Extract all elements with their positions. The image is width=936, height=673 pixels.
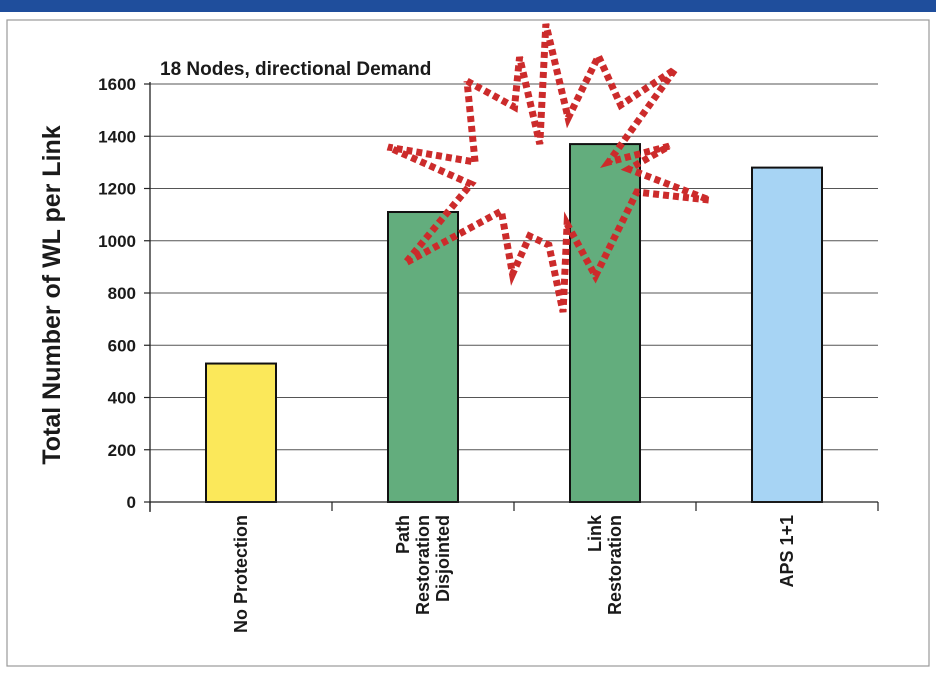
top-border — [0, 0, 936, 12]
axes — [144, 82, 879, 512]
bar — [751, 166, 823, 503]
y-tick-labels: 0 200 400 600 800 1000 1200 1400 1600 — [98, 75, 136, 512]
y-tick-label: 400 — [108, 389, 136, 408]
x-tick-label: Link — [585, 514, 605, 552]
x-tick-label: No Protection — [231, 515, 251, 633]
bar — [205, 362, 277, 503]
bars — [205, 143, 823, 503]
x-tick-label: APS 1+1 — [777, 515, 797, 588]
x-tick-label: Path — [393, 515, 413, 554]
y-axis-label: Total Number of WL per Link — [38, 125, 66, 464]
frame-border — [6, 19, 930, 667]
x-tick-labels: No Protection Path Restoration Disjointed Li… — [231, 514, 797, 633]
y-tick-label: 600 — [108, 336, 136, 355]
starburst-outline — [386, 23, 711, 313]
x-tick-label: Restoration — [413, 515, 433, 615]
y-tick-label: 0 — [127, 493, 136, 512]
y-tick-label: 1600 — [98, 75, 136, 94]
y-tick-label: 200 — [108, 441, 136, 460]
x-tick-label: Disjointed — [433, 515, 453, 602]
y-tick-label: 1200 — [98, 180, 136, 199]
bar — [569, 143, 641, 503]
y-tick-label: 1400 — [98, 127, 136, 146]
x-tick-label: Restoration — [605, 515, 625, 615]
y-tick-label: 800 — [108, 284, 136, 303]
bar — [387, 211, 459, 503]
highlight-starburst — [386, 23, 711, 313]
y-tick-label: 1000 — [98, 232, 136, 251]
chart-title: 18 Nodes, directional Demand — [160, 59, 431, 80]
